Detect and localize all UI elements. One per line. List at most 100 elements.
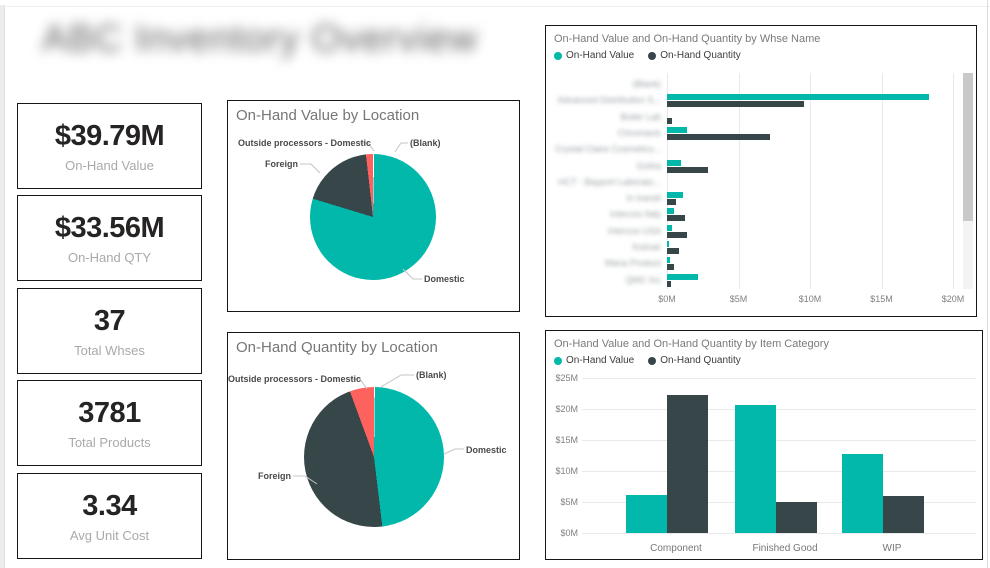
x-gridline: [953, 73, 954, 289]
kpi-value: 3781: [78, 396, 141, 429]
category-label: Component: [650, 543, 702, 554]
bar-on-hand-value[interactable]: [667, 273, 699, 280]
kpi-label: Avg Unit Cost: [69, 527, 150, 543]
bar-on-hand-value[interactable]: [667, 126, 688, 133]
category-label: Advanced Distribution S...: [557, 95, 661, 106]
category-label: Mana Product: [604, 258, 661, 269]
pie-chart-card-quantity-by-location: On-Hand Quantity by Location Outside pro…: [227, 332, 520, 560]
window-right-line: [987, 0, 988, 568]
bar-on-hand-value[interactable]: [667, 94, 929, 101]
bar-chart-card-by-whse-name: On-Hand Value and On-Hand Quantity by Wh…: [545, 25, 977, 317]
pie-chart-card-value-by-location: On-Hand Value by Location Outside proces…: [227, 100, 520, 312]
pie-label-blank: (Blank): [416, 370, 447, 380]
x-gridline: [738, 73, 740, 289]
bar-on-hand-value[interactable]: [626, 495, 667, 533]
legend-item-on-hand-quantity[interactable]: On-Hand Quantity: [648, 50, 741, 61]
pie-label-outside-processors: Outside processors - Domestic: [238, 138, 372, 148]
legend-dot-quantity: [648, 356, 657, 365]
category-label: Intercos USA: [607, 225, 661, 236]
category-label: QMC Inc: [625, 274, 661, 285]
legend-item-on-hand-value[interactable]: On-Hand Value: [554, 50, 634, 61]
pie-label-domestic: Domestic: [424, 274, 465, 284]
kpi-label: On-Hand Value: [65, 157, 154, 173]
chart-legend: On-Hand Value On-Hand Quantity: [554, 50, 741, 61]
bar-on-hand-value[interactable]: [667, 159, 682, 166]
bar-on-hand-value[interactable]: [667, 208, 675, 215]
bar-on-hand-quantity[interactable]: [667, 117, 672, 124]
bar-on-hand-value[interactable]: [667, 224, 673, 231]
kpi-card-on-hand-value: $39.79M On-Hand Value: [17, 103, 202, 189]
chart-title: On-Hand Value and On-Hand Quantity by Wh…: [554, 33, 821, 45]
bar-on-hand-quantity[interactable]: [667, 264, 674, 271]
kpi-label: Total Whses: [74, 342, 145, 358]
pie-value-by-location[interactable]: [310, 154, 436, 280]
bar-on-hand-quantity[interactable]: [667, 166, 709, 173]
kpi-card-on-hand-qty: $33.56M On-Hand QTY: [17, 195, 202, 281]
kpi-value: $33.56M: [54, 211, 165, 244]
kpi-card-total-whses: 37 Total Whses: [17, 288, 202, 374]
left-edge-scrollbar: [0, 5, 5, 568]
bar-on-hand-value[interactable]: [842, 453, 883, 533]
chart-title: On-Hand Value by Location: [236, 107, 420, 124]
bar-on-hand-value[interactable]: [667, 241, 669, 247]
bar-on-hand-quantity[interactable]: [667, 215, 685, 222]
legend-label: On-Hand Value: [566, 355, 635, 366]
chart-scrollbar-thumb[interactable]: [963, 73, 973, 221]
x-tick-label: $0M: [658, 294, 676, 304]
bar-on-hand-quantity[interactable]: [667, 248, 680, 254]
bar-on-hand-value[interactable]: [667, 192, 684, 199]
y-tick-label: $20M: [555, 404, 578, 414]
legend-label: On-Hand Value: [566, 50, 635, 61]
bar-on-hand-quantity[interactable]: [667, 280, 672, 287]
y-tick-label: $0M: [560, 528, 578, 538]
kpi-value: $39.79M: [54, 119, 165, 152]
pie-label-foreign: Foreign: [265, 159, 298, 169]
category-label: HCT - Bayport Laborato...: [558, 176, 661, 187]
kpi-card-total-products: 3781 Total Products: [17, 380, 202, 466]
legend-dot-value: [554, 51, 562, 60]
report-title: ABC Inventory Overview: [42, 18, 478, 60]
chart-title: On-Hand Value and On-Hand Quantity by It…: [554, 338, 829, 350]
bar-on-hand-value[interactable]: [735, 405, 776, 533]
x-gridline: [810, 73, 811, 289]
kpi-value: 3.34: [82, 489, 137, 522]
pie-quantity-by-location[interactable]: [304, 387, 444, 527]
pie-label-foreign: Foreign: [258, 471, 291, 481]
category-label: Crystal Claire Cosmetics...: [554, 144, 661, 155]
y-gridline: [582, 533, 976, 534]
bar-on-hand-quantity[interactable]: [667, 231, 687, 238]
x-tick-label: $20M: [941, 294, 965, 304]
bar-on-hand-quantity[interactable]: [776, 502, 817, 533]
kpi-value: 37: [93, 304, 126, 337]
y-gridline: [582, 440, 976, 441]
chart-title: On-Hand Quantity by Location: [236, 339, 438, 356]
bar-on-hand-quantity[interactable]: [667, 199, 676, 206]
x-tick-label: $10M: [798, 294, 822, 304]
x-gridline: [667, 73, 668, 289]
pie-label-outside-processors: Outside processors - Domestic: [228, 374, 362, 384]
bar-on-hand-quantity[interactable]: [667, 394, 708, 533]
legend-item-on-hand-quantity[interactable]: On-Hand Quantity: [648, 355, 741, 366]
y-gridline: [582, 471, 976, 472]
category-label: (Blank): [632, 79, 661, 89]
x-tick-label: $15M: [870, 294, 893, 304]
y-gridline: [582, 378, 976, 379]
y-tick-label: $5M: [560, 497, 578, 507]
legend-dot-quantity: [648, 51, 657, 60]
column-chart-card-by-item-category: On-Hand Value and On-Hand Quantity by It…: [545, 330, 983, 560]
bar-on-hand-quantity[interactable]: [883, 496, 924, 533]
pie-label-blank: (Blank): [410, 138, 441, 148]
bar-on-hand-quantity[interactable]: [667, 133, 770, 140]
y-tick-label: $15M: [555, 435, 578, 445]
category-label: WIP: [882, 543, 902, 554]
kpi-label: Total Products: [68, 434, 151, 450]
legend-item-on-hand-value[interactable]: On-Hand Value: [554, 355, 634, 366]
category-label: Boiler Lab: [620, 111, 661, 122]
chart-legend: On-Hand Value On-Hand Quantity: [554, 355, 741, 366]
category-label: Intercos Italy: [609, 209, 661, 220]
kpi-label: On-Hand QTY: [67, 249, 152, 265]
bar-on-hand-value[interactable]: [667, 257, 671, 264]
x-gridline: [881, 73, 883, 289]
legend-label: On-Hand Quantity: [660, 50, 741, 61]
bar-on-hand-quantity[interactable]: [667, 101, 805, 108]
